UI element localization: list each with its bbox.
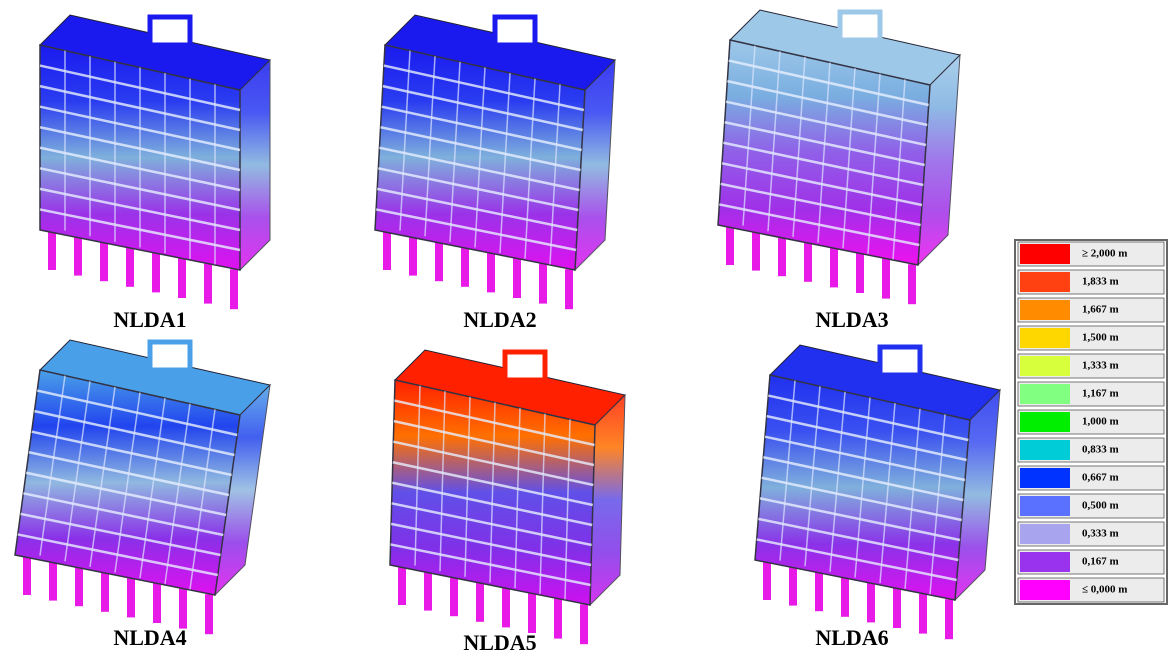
column-leg bbox=[893, 588, 901, 628]
column-leg bbox=[778, 236, 786, 276]
legend-swatch bbox=[1020, 552, 1070, 572]
column-leg bbox=[153, 583, 161, 623]
panel-label: NLDA1 bbox=[113, 307, 186, 332]
legend-swatch bbox=[1020, 468, 1070, 488]
panel-label: NLDA6 bbox=[815, 625, 888, 650]
column-leg bbox=[23, 555, 31, 595]
legend-swatch bbox=[1020, 356, 1070, 376]
legend-label: 0,333 m bbox=[1082, 528, 1119, 540]
column-leg bbox=[752, 231, 760, 271]
column-leg bbox=[554, 599, 562, 639]
legend-label: 0,833 m bbox=[1082, 444, 1119, 456]
building bbox=[390, 350, 625, 644]
column-leg bbox=[513, 258, 521, 298]
legend-swatch bbox=[1020, 524, 1070, 544]
column-leg bbox=[74, 236, 82, 276]
legend-label: 1,833 m bbox=[1082, 276, 1119, 288]
panel-label: NLDA3 bbox=[815, 307, 888, 332]
column-leg bbox=[919, 594, 927, 634]
column-leg bbox=[539, 264, 547, 304]
column-leg bbox=[230, 269, 238, 309]
building bbox=[755, 345, 1000, 639]
figure: NLDA1 NLDA2 NLDA3 NLDA4 NLDA5 NLDA6 ≥ 2,000 m 1… bbox=[0, 0, 1169, 660]
panel-label: NLDA4 bbox=[113, 625, 186, 650]
penthouse bbox=[150, 342, 190, 370]
column-leg bbox=[178, 258, 186, 298]
column-leg bbox=[152, 252, 160, 292]
column-leg bbox=[476, 582, 484, 622]
column-leg bbox=[179, 589, 187, 629]
column-leg bbox=[804, 242, 812, 282]
building bbox=[718, 10, 960, 304]
column-leg bbox=[763, 560, 771, 600]
legend-swatch bbox=[1020, 412, 1070, 432]
building bbox=[375, 15, 615, 309]
legend-label: 1,167 m bbox=[1082, 388, 1119, 400]
legend-swatch bbox=[1020, 440, 1070, 460]
column-leg bbox=[789, 566, 797, 606]
column-leg bbox=[882, 259, 890, 299]
legend-label: 1,667 m bbox=[1082, 304, 1119, 316]
legend-label: 1,500 m bbox=[1082, 332, 1119, 344]
side-face bbox=[240, 60, 270, 270]
column-leg bbox=[75, 566, 83, 606]
column-leg bbox=[528, 593, 536, 633]
legend-label: 1,333 m bbox=[1082, 360, 1119, 372]
legend-swatch bbox=[1020, 272, 1070, 292]
column-leg bbox=[205, 594, 213, 634]
column-leg bbox=[48, 230, 56, 270]
column-leg bbox=[424, 571, 432, 611]
column-leg bbox=[945, 599, 953, 639]
column-leg bbox=[580, 604, 588, 644]
column-leg bbox=[502, 587, 510, 627]
column-leg bbox=[383, 230, 391, 270]
penthouse bbox=[880, 347, 920, 375]
legend-swatch bbox=[1020, 300, 1070, 320]
legend-label: ≥ 2,000 m bbox=[1082, 248, 1127, 260]
column-leg bbox=[100, 241, 108, 281]
column-leg bbox=[204, 264, 212, 304]
column-leg bbox=[49, 561, 57, 601]
column-leg bbox=[398, 565, 406, 605]
legend-swatch bbox=[1020, 384, 1070, 404]
column-leg bbox=[856, 253, 864, 293]
legend-swatch bbox=[1020, 496, 1070, 516]
column-leg bbox=[815, 571, 823, 611]
legend-swatch bbox=[1020, 244, 1070, 264]
legend-swatch bbox=[1020, 580, 1070, 600]
column-leg bbox=[435, 241, 443, 281]
column-leg bbox=[726, 225, 734, 265]
penthouse bbox=[495, 17, 535, 45]
column-leg bbox=[487, 252, 495, 292]
column-leg bbox=[101, 572, 109, 612]
column-leg bbox=[461, 247, 469, 287]
penthouse bbox=[840, 12, 880, 40]
column-leg bbox=[409, 236, 417, 276]
column-leg bbox=[565, 269, 573, 309]
panel-label: NLDA5 bbox=[463, 630, 536, 655]
column-leg bbox=[841, 577, 849, 617]
building bbox=[15, 340, 270, 634]
building bbox=[40, 15, 270, 309]
column-leg bbox=[867, 582, 875, 622]
legend-label: 1,000 m bbox=[1082, 416, 1119, 428]
penthouse bbox=[150, 17, 190, 45]
legend-label: 0,500 m bbox=[1082, 500, 1119, 512]
penthouse bbox=[505, 352, 545, 380]
legend-label: 0,167 m bbox=[1082, 556, 1119, 568]
column-leg bbox=[127, 577, 135, 617]
legend-label: 0,667 m bbox=[1082, 472, 1119, 484]
panel-label: NLDA2 bbox=[463, 307, 536, 332]
legend-label: ≤ 0,000 m bbox=[1082, 584, 1127, 596]
column-leg bbox=[450, 576, 458, 616]
column-leg bbox=[830, 247, 838, 287]
legend-swatch bbox=[1020, 328, 1070, 348]
column-leg bbox=[126, 247, 134, 287]
column-leg bbox=[908, 264, 916, 304]
